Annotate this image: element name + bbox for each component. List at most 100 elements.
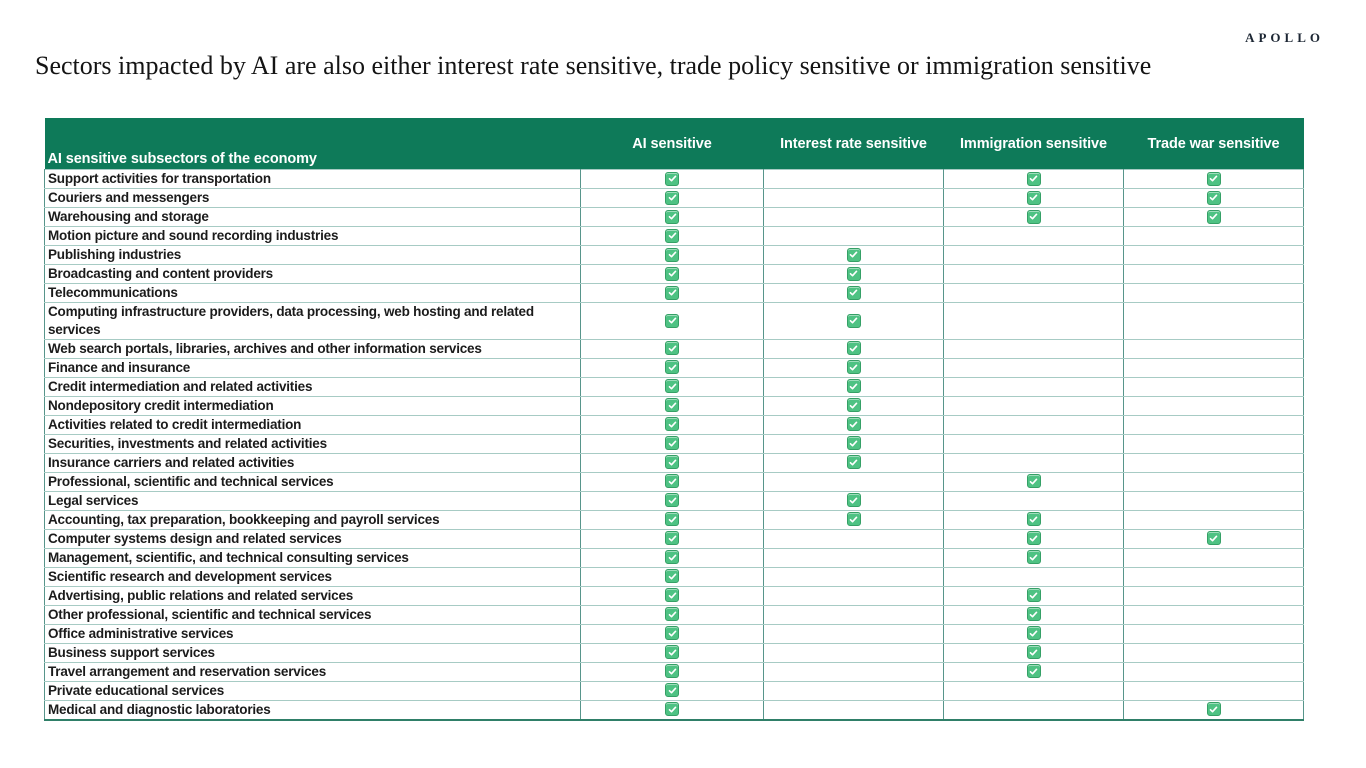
row-label: Broadcasting and content providers (44, 264, 581, 284)
check-cell (580, 585, 764, 606)
table-row: Warehousing and storage (44, 207, 1304, 227)
check-cell (580, 699, 764, 721)
check-icon (1026, 664, 1041, 679)
check-cell (763, 585, 944, 606)
check-icon (846, 285, 861, 300)
table-row: Travel arrangement and reservation servi… (44, 661, 1304, 682)
table-row: Credit intermediation and related activi… (44, 376, 1304, 397)
check-cell (580, 433, 764, 454)
row-label: Business support services (44, 642, 581, 663)
check-cell (763, 414, 944, 435)
check-cell (1123, 604, 1304, 625)
check-cell (1123, 547, 1304, 568)
table-row: Motion picture and sound recording indus… (44, 226, 1304, 246)
table-row: Computer systems design and related serv… (44, 528, 1304, 549)
check-icon (846, 493, 861, 508)
table-row: Legal services (44, 490, 1304, 511)
check-cell (943, 226, 1124, 246)
check-cell (943, 376, 1124, 397)
table-row: Publishing industries (44, 245, 1304, 265)
check-icon (846, 436, 861, 451)
check-icon (846, 398, 861, 413)
table-row: Computing infrastructure providers, data… (44, 302, 1304, 340)
check-cell (943, 264, 1124, 284)
row-label: Publishing industries (44, 245, 581, 265)
table-row: Scientific research and development serv… (44, 566, 1304, 587)
check-icon (665, 285, 679, 300)
check-cell (943, 528, 1124, 549)
check-cell (1123, 414, 1304, 435)
check-cell (580, 509, 764, 530)
row-label: Travel arrangement and reservation servi… (44, 661, 581, 682)
table-row: Management, scientific, and technical co… (44, 547, 1304, 568)
check-icon (1026, 531, 1041, 546)
check-cell (763, 338, 944, 359)
row-label: Finance and insurance (44, 357, 581, 378)
row-label: Professional, scientific and technical s… (44, 471, 581, 492)
check-cell (580, 338, 764, 359)
table-row: Web search portals, libraries, archives … (44, 338, 1304, 359)
check-icon (665, 190, 679, 205)
check-icon (846, 455, 861, 470)
check-cell (943, 604, 1124, 625)
check-cell (580, 207, 764, 227)
table-row: Nondepository credit intermediation (44, 395, 1304, 416)
table-row: Telecommunications (44, 283, 1304, 303)
check-cell (943, 169, 1124, 189)
check-cell (580, 642, 764, 663)
row-label: Nondepository credit intermediation (44, 395, 581, 416)
check-cell (580, 357, 764, 378)
check-icon (1026, 171, 1041, 186)
check-icon (1026, 209, 1041, 224)
table-row: Broadcasting and content providers (44, 264, 1304, 284)
check-icon (846, 341, 861, 356)
row-label: Telecommunications (44, 283, 581, 303)
check-cell (580, 623, 764, 644)
column-header-ai-sensitive: AI sensitive (580, 118, 764, 170)
check-cell (580, 490, 764, 511)
check-cell (943, 283, 1124, 303)
check-cell (763, 471, 944, 492)
check-cell (1123, 661, 1304, 682)
check-icon (1026, 512, 1041, 527)
check-icon (846, 417, 861, 432)
check-cell (580, 528, 764, 549)
row-label: Securities, investments and related acti… (44, 433, 581, 454)
check-cell (1123, 245, 1304, 265)
check-cell (1123, 357, 1304, 378)
check-cell (943, 490, 1124, 511)
apollo-logo: APOLLO (1245, 30, 1324, 45)
check-icon (665, 266, 679, 281)
row-label: Couriers and messengers (44, 188, 581, 208)
check-icon (665, 455, 679, 470)
check-cell (580, 395, 764, 416)
check-cell (763, 169, 944, 189)
row-label: Computer systems design and related serv… (44, 528, 581, 549)
check-cell (763, 680, 944, 701)
row-label: Private educational services (44, 680, 581, 701)
check-icon (846, 313, 861, 328)
check-cell (1123, 699, 1304, 721)
check-cell (1123, 490, 1304, 511)
row-label: Office administrative services (44, 623, 581, 644)
check-icon (665, 313, 679, 328)
table-row: Medical and diagnostic laboratories (44, 699, 1304, 721)
check-icon (665, 493, 679, 508)
row-label: Credit intermediation and related activi… (44, 376, 581, 397)
column-header-immigration-sensitive: Immigration sensitive (943, 118, 1124, 170)
check-cell (1123, 188, 1304, 208)
check-cell (763, 283, 944, 303)
check-cell (943, 207, 1124, 227)
check-icon (665, 417, 679, 432)
check-cell (763, 604, 944, 625)
table-row: Office administrative services (44, 623, 1304, 644)
check-icon (665, 550, 679, 565)
check-cell (943, 585, 1124, 606)
page-title: Sectors impacted by AI are also either i… (35, 51, 1152, 80)
check-cell (763, 642, 944, 663)
check-cell (1123, 452, 1304, 473)
check-icon (665, 228, 679, 243)
check-cell (580, 226, 764, 246)
check-icon (1026, 550, 1041, 565)
